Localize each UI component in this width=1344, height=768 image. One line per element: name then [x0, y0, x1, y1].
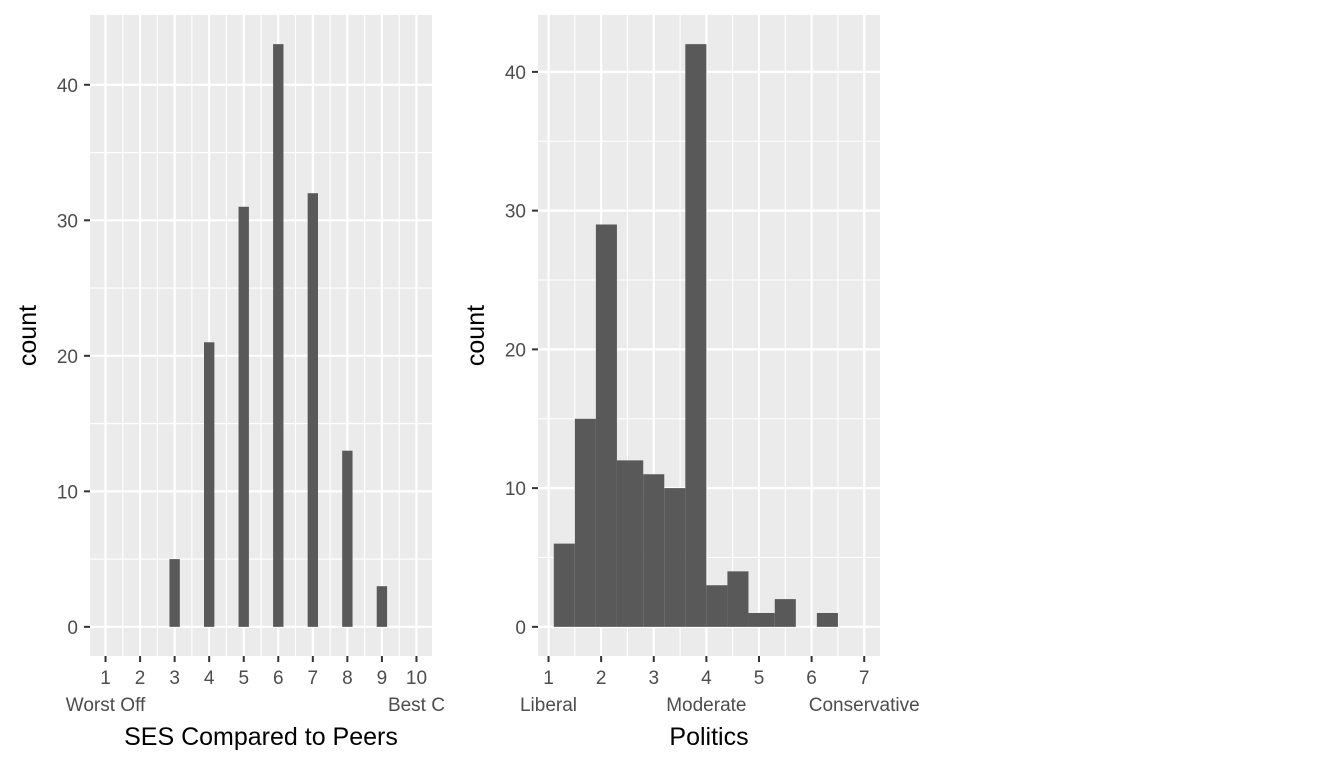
histogram-bin — [816, 612, 838, 627]
histogram-bin — [643, 474, 665, 627]
x-tick-label: 3 — [169, 668, 180, 689]
histogram-bin — [553, 543, 575, 627]
histogram-bin — [595, 224, 617, 627]
x-tick-label: 10 — [406, 668, 427, 689]
bar — [273, 44, 284, 627]
histogram-bin — [685, 44, 707, 627]
histogram-bin — [774, 599, 796, 627]
bar — [169, 559, 180, 627]
histogram-bin — [616, 460, 644, 627]
x-tick-label: 7 — [859, 668, 870, 689]
y-tick-label: 30 — [57, 211, 78, 232]
ses-histogram-panel: 0 10 20 30 40 1 2 3 4 5 6 7 8 9 10 Worst Off Best C SES C… — [14, 15, 445, 751]
bar — [238, 206, 249, 627]
y-tick-label: 10 — [505, 479, 526, 500]
y-axis-title: count — [14, 305, 42, 366]
histogram-bin — [574, 418, 596, 627]
x-tick-label: 6 — [273, 668, 284, 689]
y-axis-title: count — [462, 305, 490, 366]
x-tick-label: 7 — [308, 668, 319, 689]
x-tick-label: 6 — [806, 668, 817, 689]
x-tick-label: 9 — [377, 668, 388, 689]
histogram-bin — [748, 612, 775, 627]
x-tick-label: 2 — [135, 668, 146, 689]
x-axis-title: SES Compared to Peers — [124, 723, 398, 751]
x-category-label: Conservative — [809, 695, 920, 716]
y-tick-label: 0 — [67, 618, 78, 639]
x-category-label: Worst Off — [66, 695, 146, 716]
x-tick-label: 2 — [596, 668, 607, 689]
x-tick-label: 4 — [701, 668, 712, 689]
x-axis-title: Politics — [669, 723, 748, 751]
histogram-bin — [727, 571, 749, 627]
histogram-bin — [664, 488, 686, 627]
x-tick-label: 1 — [543, 668, 554, 689]
politics-histogram-panel: 0 10 20 30 40 1 2 3 4 5 6 7 Liberal Moderate Conservat… — [462, 15, 920, 751]
y-tick-label: 20 — [57, 347, 78, 368]
y-tick-label: 40 — [505, 63, 526, 84]
x-tick-label: 8 — [342, 668, 353, 689]
y-tick-label: 30 — [505, 202, 526, 223]
bar — [307, 193, 318, 627]
x-tick-label: 1 — [100, 668, 111, 689]
y-tick-label: 10 — [57, 482, 78, 503]
bar — [204, 342, 215, 627]
x-category-label: Moderate — [666, 695, 746, 716]
bar — [376, 586, 388, 627]
x-tick-label: 5 — [754, 668, 765, 689]
x-tick-label: 4 — [204, 668, 215, 689]
x-category-label: Best C — [388, 695, 445, 716]
x-category-label: Liberal — [520, 695, 577, 716]
y-tick-label: 20 — [505, 340, 526, 361]
y-tick-label: 40 — [57, 76, 78, 97]
y-tick-label: 0 — [515, 618, 526, 639]
histogram-bin — [706, 585, 728, 627]
x-tick-label: 3 — [648, 668, 659, 689]
bar — [342, 450, 353, 627]
x-tick-label: 5 — [238, 668, 249, 689]
